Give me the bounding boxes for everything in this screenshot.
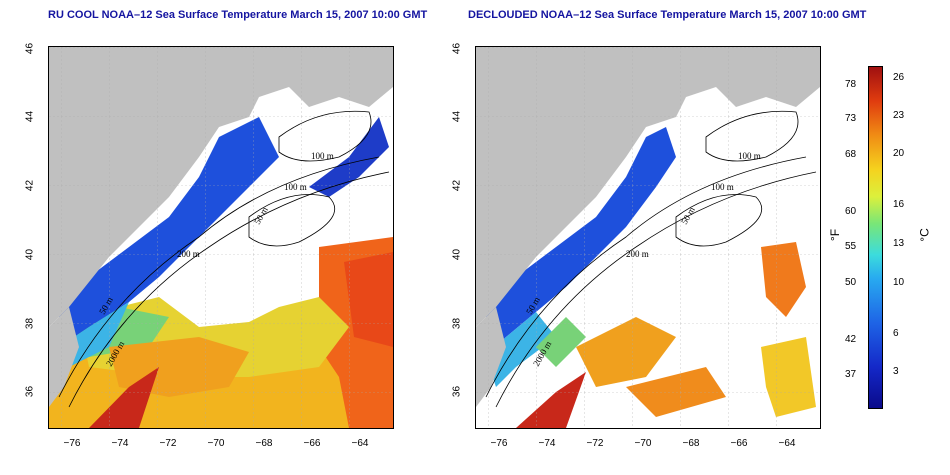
fahrenheit-tick: 37 <box>845 369 857 380</box>
bathymetry-contour <box>675 194 762 247</box>
right-lat-tick: 44 <box>451 110 463 123</box>
left-lon-tick: −76 <box>63 438 81 449</box>
bathymetry-contour <box>68 171 390 408</box>
celsius-tick: 10 <box>893 277 905 288</box>
fahrenheit-tick: 55 <box>845 241 857 252</box>
temperature-colorbar <box>868 66 883 409</box>
bathymetry-contour <box>58 156 380 398</box>
left-lon-tick: −74 <box>111 438 129 449</box>
left-lon-tick: −68 <box>255 438 273 449</box>
celsius-tick: 3 <box>893 366 899 377</box>
fahrenheit-tick: 68 <box>845 149 857 160</box>
left-lat-tick: 36 <box>24 385 36 398</box>
left-lon-tick: −70 <box>207 438 225 449</box>
left-lat-tick: 38 <box>24 317 36 330</box>
right-lon-tick: −70 <box>634 438 652 449</box>
right-lon-tick: −68 <box>682 438 700 449</box>
celsius-tick: 20 <box>893 148 905 159</box>
bathymetry-contour <box>495 171 817 408</box>
fahrenheit-label: °F <box>828 228 843 242</box>
right-lat-tick: 42 <box>451 179 463 192</box>
celsius-tick: 13 <box>893 238 905 249</box>
left-lat-tick: 42 <box>24 179 36 192</box>
celsius-label: °C <box>917 228 932 242</box>
contour-label: 100 m <box>311 151 334 161</box>
left-sst-map: 100 m 100 m 50 m 200 m 50 m 2000 m <box>48 46 394 429</box>
contour-label: 200 m <box>177 249 200 259</box>
right-lon-tick: −72 <box>586 438 604 449</box>
right-lat-tick: 38 <box>451 317 463 330</box>
left-lon-tick: −64 <box>351 438 369 449</box>
bathymetry-contour <box>705 110 799 162</box>
right-lat-tick: 40 <box>451 248 463 261</box>
left-lat-tick: 46 <box>24 42 36 55</box>
fahrenheit-tick: 50 <box>845 277 857 288</box>
contour-label: 200 m <box>626 249 649 259</box>
celsius-tick: 16 <box>893 199 905 210</box>
left-lon-tick: −66 <box>303 438 321 449</box>
left-lat-tick: 40 <box>24 248 36 261</box>
contour-label: 100 m <box>711 182 734 192</box>
fahrenheit-tick: 78 <box>845 79 857 90</box>
right-lat-tick: 46 <box>451 42 463 55</box>
celsius-tick: 6 <box>893 328 899 339</box>
right-sst-map: 100 m 100 m 50 m 200 m 50 m 2000 m <box>475 46 821 429</box>
bathymetry-contour <box>248 194 335 247</box>
right-lon-tick: −74 <box>538 438 556 449</box>
right-lon-tick: −76 <box>490 438 508 449</box>
contour-label: 100 m <box>738 151 761 161</box>
celsius-tick: 23 <box>893 110 905 121</box>
contour-label: 100 m <box>284 182 307 192</box>
left-lat-tick: 44 <box>24 110 36 123</box>
left-map-title: RU COOL NOAA–12 Sea Surface Temperature … <box>48 9 428 21</box>
right-lat-tick: 36 <box>451 385 463 398</box>
fahrenheit-tick: 60 <box>845 206 857 217</box>
fahrenheit-tick: 73 <box>845 113 857 124</box>
right-map-title: DECLOUDED NOAA–12 Sea Surface Temperatur… <box>468 9 867 21</box>
celsius-tick: 26 <box>893 72 905 83</box>
right-lon-tick: −64 <box>778 438 796 449</box>
left-lon-tick: −72 <box>159 438 177 449</box>
bathymetry-contour <box>278 110 372 162</box>
fahrenheit-tick: 42 <box>845 334 857 345</box>
right-lon-tick: −66 <box>730 438 748 449</box>
bathymetry-contour <box>485 156 807 398</box>
